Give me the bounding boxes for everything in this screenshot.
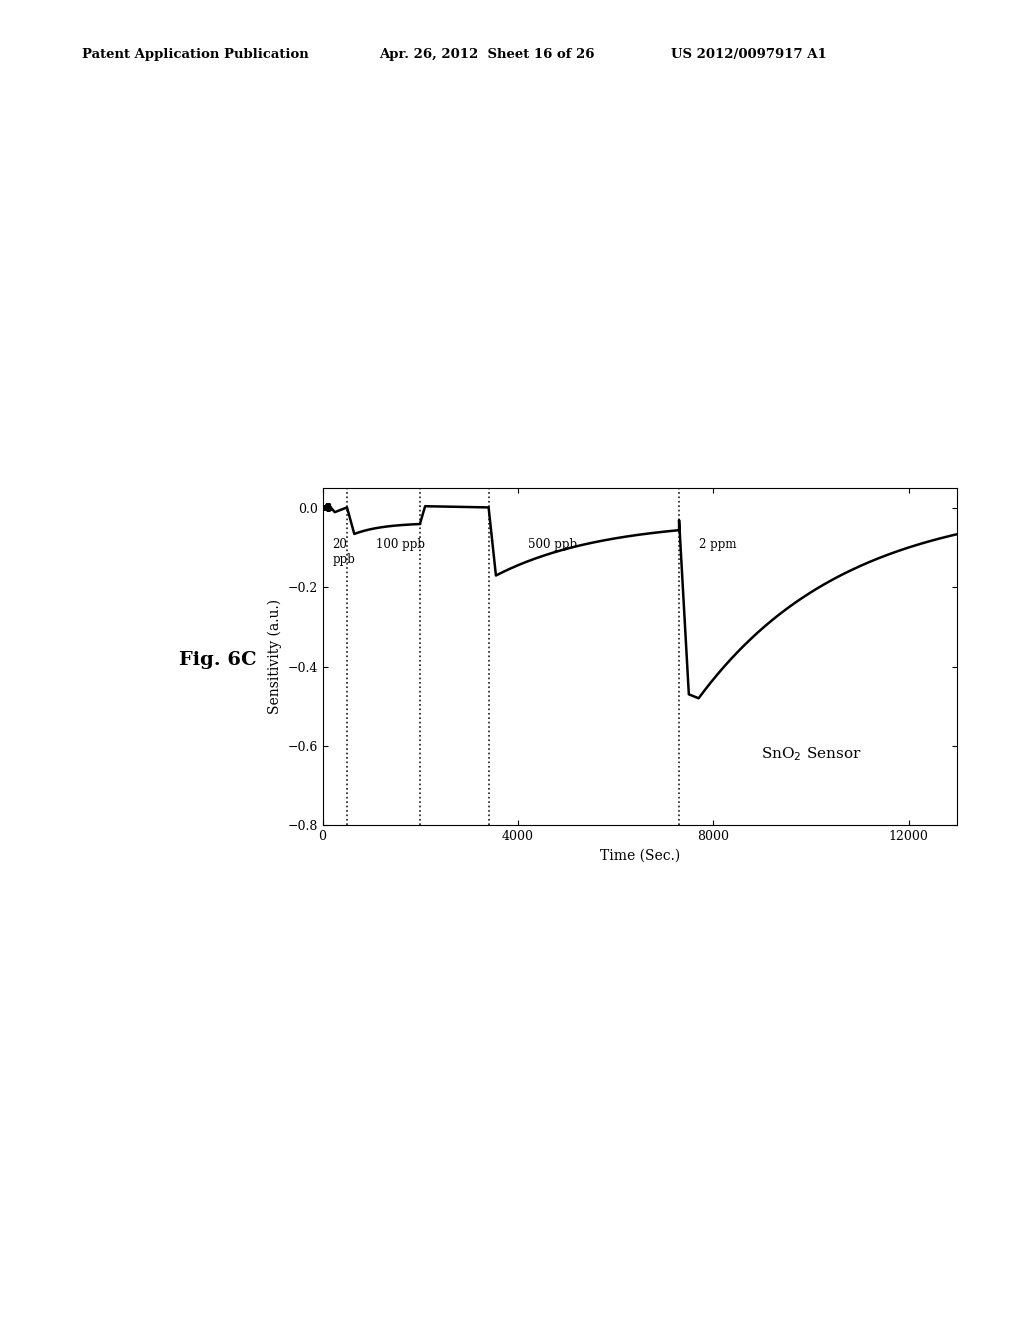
Text: Apr. 26, 2012  Sheet 16 of 26: Apr. 26, 2012 Sheet 16 of 26 (379, 48, 594, 61)
Text: US 2012/0097917 A1: US 2012/0097917 A1 (671, 48, 826, 61)
Text: Patent Application Publication: Patent Application Publication (82, 48, 308, 61)
Text: 2 ppm: 2 ppm (698, 539, 736, 550)
Text: Fig. 6C: Fig. 6C (179, 651, 257, 669)
Text: SnO$_2$ Sensor: SnO$_2$ Sensor (761, 744, 861, 763)
X-axis label: Time (Sec.): Time (Sec.) (600, 849, 680, 862)
Text: 100 ppb: 100 ppb (376, 539, 425, 550)
Y-axis label: Sensitivity (a.u.): Sensitivity (a.u.) (267, 599, 282, 714)
Text: 500 ppb: 500 ppb (527, 539, 577, 550)
Text: 20
ppb: 20 ppb (333, 539, 355, 566)
